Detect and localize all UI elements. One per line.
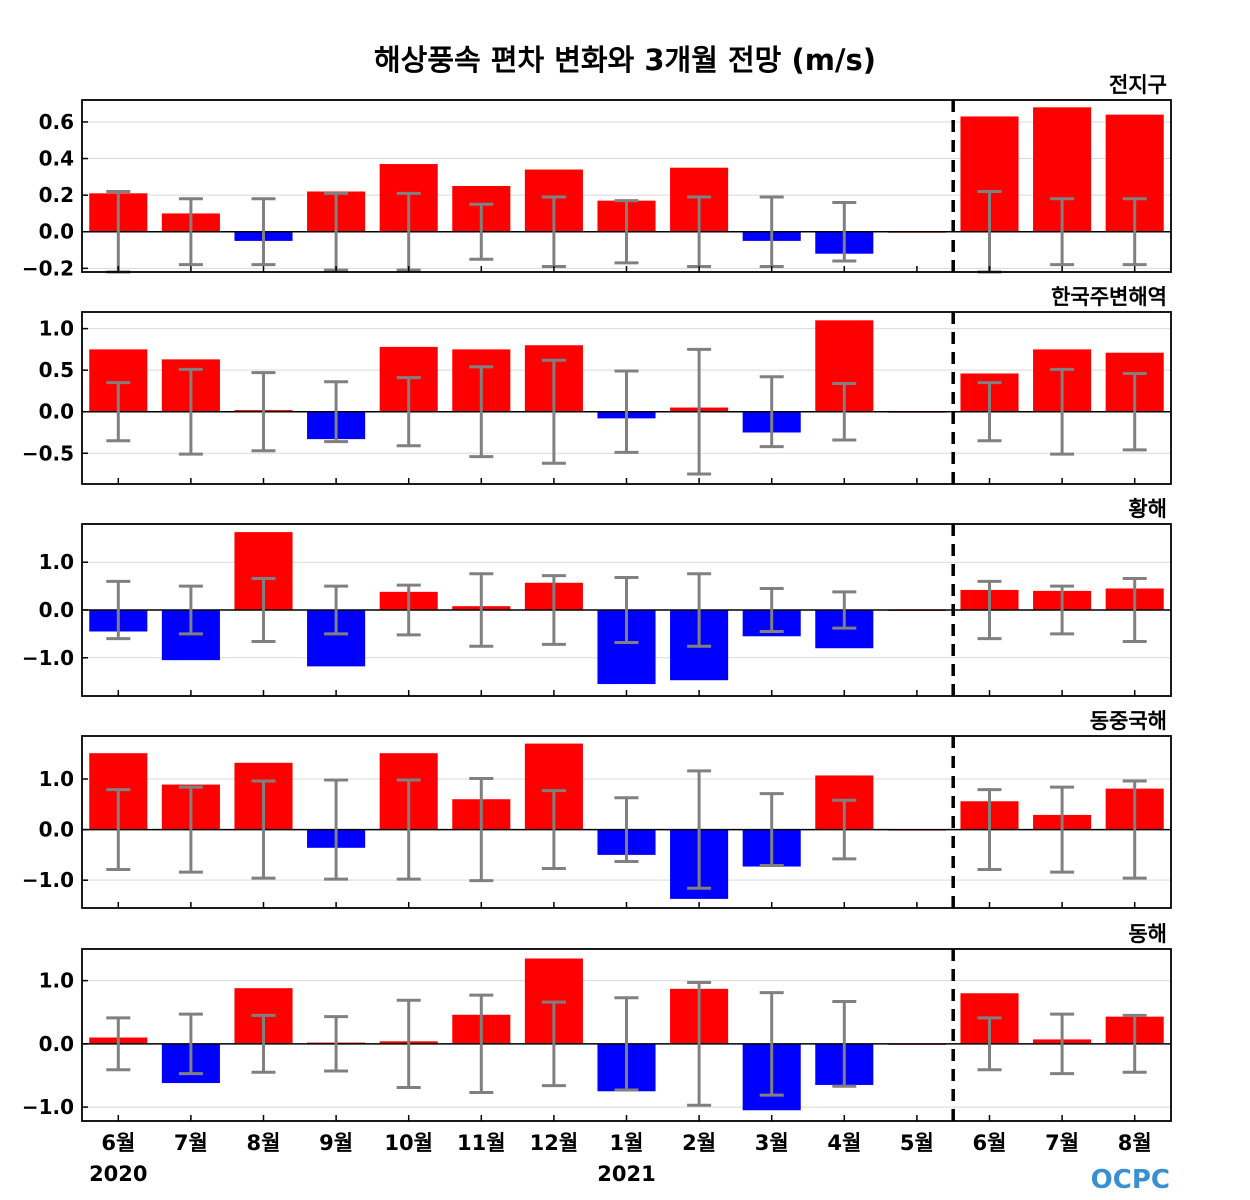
panel-5: −1.0 0.0 1.0 동해 <box>22 922 1172 1122</box>
panel-frame <box>81 523 1172 697</box>
year-label: 2020 <box>89 1162 147 1186</box>
x-tick-label: 4월 <box>827 1131 861 1155</box>
panel-1: −0.2 0.0 0.2 0.4 0.6 전지구 <box>22 73 1172 280</box>
x-axis-labels: 6월 7월 8월 9월 10월 11월 12월 1월 2월 3월 4월 5월 6월 7월 8월 2020 202… <box>89 1131 1152 1186</box>
y-tick-label: 0.6 <box>39 110 74 134</box>
panel-frame <box>81 948 1172 1122</box>
x-tick-label: 5월 <box>900 1131 934 1155</box>
panel-title: 동중국해 <box>1090 709 1167 733</box>
x-tick-label: 7월 <box>1045 1131 1079 1155</box>
panel-frame <box>81 99 1172 273</box>
year-label: 2021 <box>597 1162 655 1186</box>
x-tick-label: 12월 <box>530 1131 579 1155</box>
panel-frame <box>81 735 1172 909</box>
x-tick-label: 6월 <box>101 1131 135 1155</box>
y-tick-label: 0.5 <box>39 358 74 382</box>
x-tick-label: 8월 <box>1118 1131 1152 1155</box>
panel-3: −1.0 0.0 1.0 황해 <box>22 497 1172 697</box>
y-tick-label: 1.0 <box>39 317 74 341</box>
ocpc-logo: OCPC <box>1091 1165 1170 1195</box>
x-tick-label: 3월 <box>755 1131 789 1155</box>
y-tick-label: −0.2 <box>22 256 74 280</box>
panel-frame <box>81 311 1172 485</box>
panel-title: 동해 <box>1128 922 1167 946</box>
y-tick-label: 0.2 <box>39 183 74 207</box>
x-tick-label: 8월 <box>247 1131 281 1155</box>
x-tick-label: 2월 <box>682 1131 716 1155</box>
x-tick-label: 1월 <box>610 1131 644 1155</box>
y-tick-label: 0.0 <box>39 818 74 842</box>
y-tick-label: −1.0 <box>22 1095 74 1119</box>
x-tick-label: 11월 <box>457 1131 506 1155</box>
ocpc-logo-text: OCPC <box>1091 1165 1170 1195</box>
panel-title: 전지구 <box>1109 73 1167 97</box>
panel-title: 황해 <box>1128 497 1167 521</box>
chart-title: 해상풍속 편차 변화와 3개월 전망 (m/s) <box>374 43 876 77</box>
x-tick-label: 10월 <box>384 1131 433 1155</box>
y-tick-label: 1.0 <box>39 550 74 574</box>
y-tick-label: −1.0 <box>22 868 74 892</box>
x-tick-label: 6월 <box>973 1131 1007 1155</box>
panel-2: −0.5 0.0 0.5 1.0 한국주변해역 <box>22 285 1172 485</box>
y-tick-label: 0.0 <box>39 598 74 622</box>
y-tick-label: 0.0 <box>39 400 74 424</box>
panel-4: −1.0 0.0 1.0 동중국해 <box>22 709 1172 909</box>
y-tick-label: 1.0 <box>39 969 74 993</box>
x-tick-label: 7월 <box>174 1131 208 1155</box>
y-tick-label: −1.0 <box>22 646 74 670</box>
y-tick-label: 1.0 <box>39 767 74 791</box>
x-tick-label: 9월 <box>319 1131 353 1155</box>
y-tick-label: 0.4 <box>39 147 74 171</box>
panels-layer: −0.2 0.0 0.2 0.4 0.6 전지구 −0.5 0.0 0.5 1.0 한국주변해역 −1… <box>22 73 1172 1122</box>
panel-title: 한국주변해역 <box>1051 285 1167 309</box>
y-tick-label: 0.0 <box>39 1032 74 1056</box>
y-tick-label: −0.5 <box>22 441 74 465</box>
y-tick-label: 0.0 <box>39 220 74 244</box>
